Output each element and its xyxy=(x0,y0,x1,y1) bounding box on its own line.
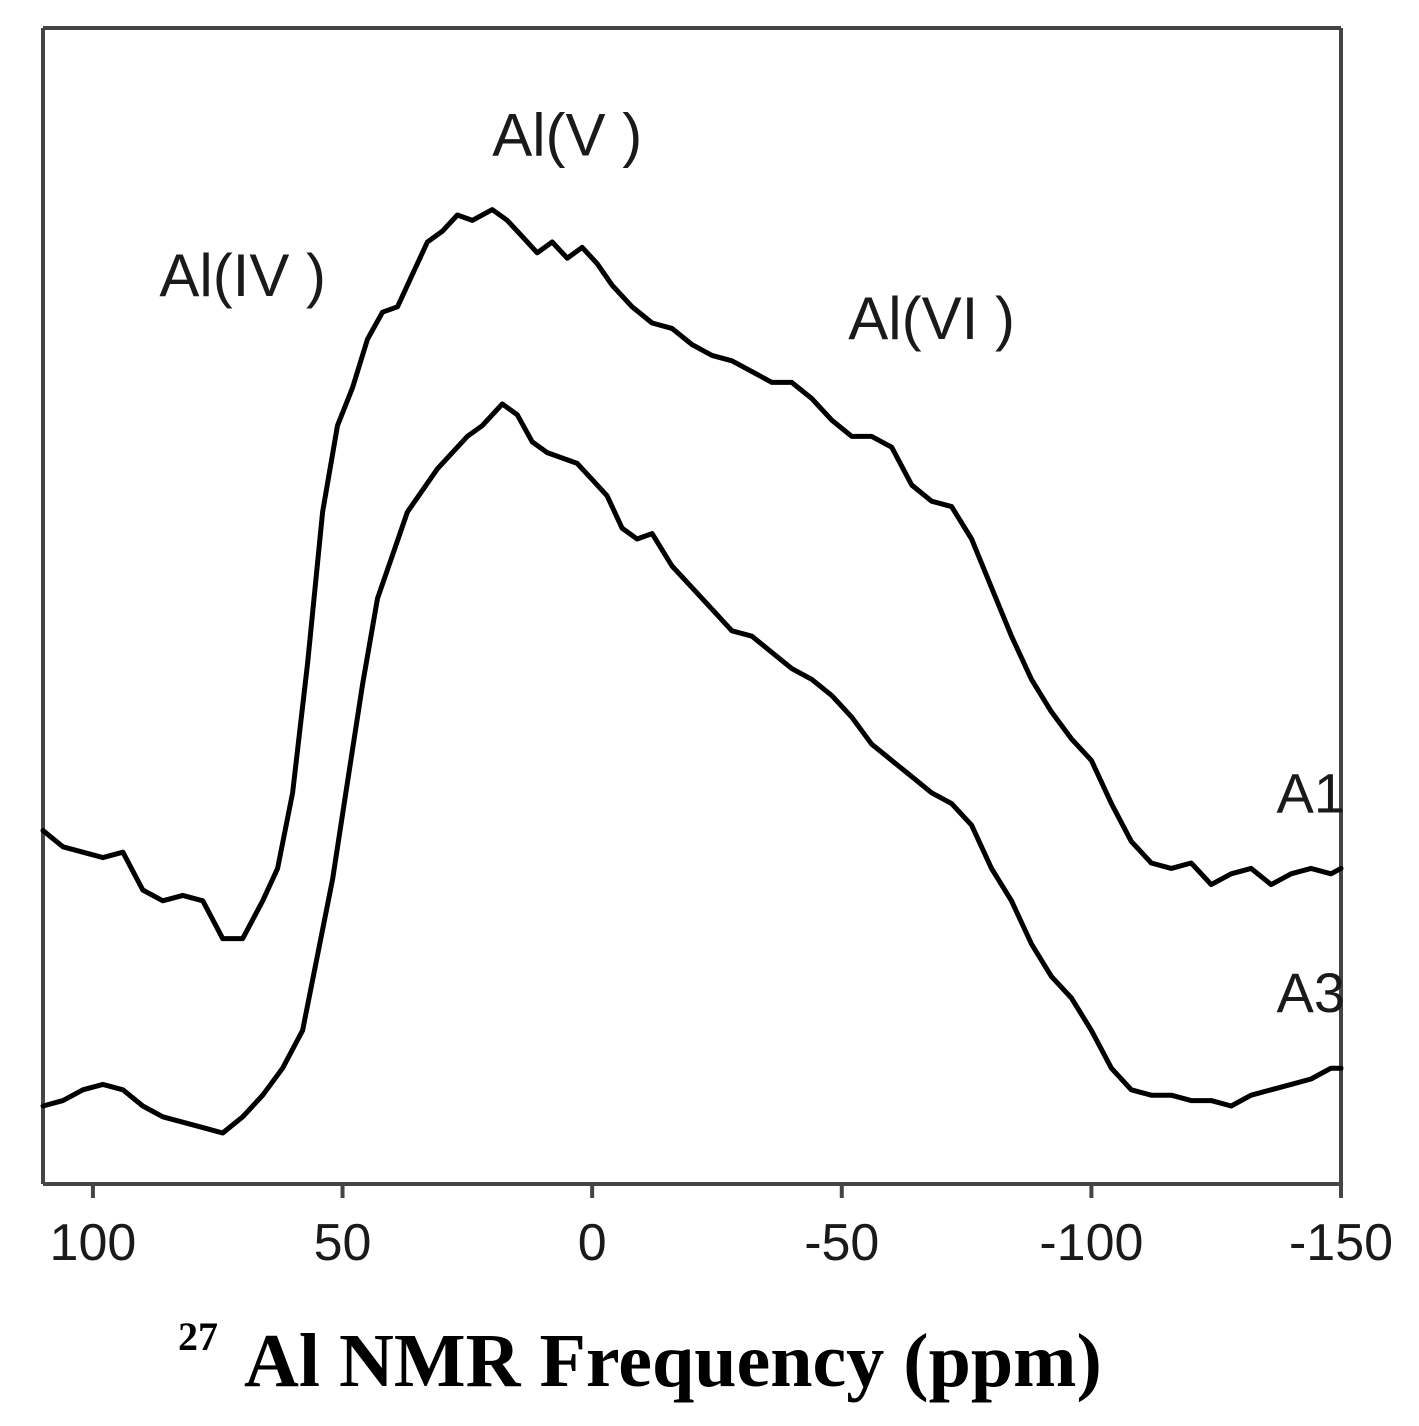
series-line-a1 xyxy=(40,207,1344,942)
series-labels: A1 A3 xyxy=(1277,761,1346,1024)
x-tick-label: 0 xyxy=(578,1214,607,1272)
peak-annotation: Al(IV ) xyxy=(159,242,326,309)
x-tick-label: -100 xyxy=(1039,1214,1143,1272)
series-label-a3: A3 xyxy=(1277,961,1346,1024)
x-axis-ticks: 100 50 0 -50 -100 -150 xyxy=(50,1184,1393,1272)
x-axis-label-superscript: 27 xyxy=(178,1314,218,1359)
plot-frame xyxy=(41,26,1343,1186)
x-axis-label: Al NMR Frequency (ppm) xyxy=(244,1319,1102,1403)
peak-annotation: Al(V ) xyxy=(492,102,642,169)
x-tick-label: -50 xyxy=(804,1214,879,1272)
series-label-a1: A1 xyxy=(1277,761,1346,824)
peak-annotation: Al(VI ) xyxy=(848,285,1015,352)
peak-annotations: Al(IV ) Al(V ) Al(VI ) xyxy=(159,102,1015,353)
series-line-a3 xyxy=(40,401,1344,1136)
spectrum-traces xyxy=(40,207,1344,1136)
x-tick-label: 100 xyxy=(50,1214,137,1272)
x-tick-label: -150 xyxy=(1289,1214,1393,1272)
x-tick-label: 50 xyxy=(314,1214,372,1272)
